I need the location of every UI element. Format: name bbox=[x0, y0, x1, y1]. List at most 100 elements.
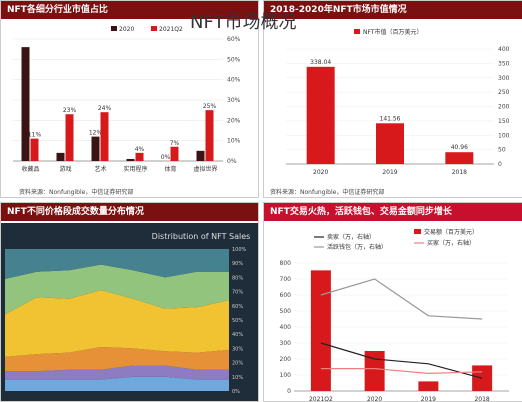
y-tick-label: 100% bbox=[232, 247, 247, 253]
legend-swatch bbox=[151, 26, 157, 31]
area-series bbox=[5, 264, 229, 315]
area-series bbox=[5, 346, 229, 372]
bar bbox=[100, 112, 109, 161]
bar bbox=[472, 365, 493, 391]
legend-swatch bbox=[354, 29, 360, 34]
x-tick-label: 实用程序 bbox=[123, 165, 147, 173]
y-tick-label: 90% bbox=[232, 261, 243, 267]
panel-market-value: 2018-2020年NFT市场市值情况 0 50 100 150 200 250 300 35… bbox=[263, 0, 522, 198]
line-series bbox=[320, 278, 483, 320]
source-note: 资料来源：Nonfungible，中信证券研究部 bbox=[19, 189, 134, 196]
x-tick-label: 艺术 bbox=[94, 165, 106, 173]
data-label: 23% bbox=[63, 107, 77, 114]
panel-price-distribution: NFT不同价格段成交数量分布情况 Distribution of NFT Sal… bbox=[0, 202, 259, 402]
panel-header: NFT各细分行业市值占比 bbox=[1, 1, 258, 19]
y-tick-label: 70% bbox=[232, 290, 243, 296]
y-tick-label: 0 bbox=[287, 388, 291, 395]
y-tick-label: 200 bbox=[498, 104, 510, 111]
bar bbox=[196, 150, 205, 161]
y-tick-label: 20% bbox=[227, 117, 241, 124]
x-tick-label: 收藏品 bbox=[21, 165, 39, 173]
page-title: NFT市场概况 bbox=[190, 12, 297, 33]
data-label: 141.56 bbox=[380, 115, 401, 122]
line-series bbox=[320, 342, 483, 379]
y-tick-label: 50 bbox=[498, 147, 506, 154]
bar bbox=[445, 152, 474, 164]
data-label: 24% bbox=[98, 105, 112, 112]
data-label: 11% bbox=[28, 132, 42, 139]
source-note: 资料来源：Nonfungible，中信证券研究部 bbox=[270, 189, 385, 196]
panel-header: NFT交易火热，活跃钱包、交易金额同步增长 bbox=[264, 203, 522, 221]
y-tick-label: 100 bbox=[280, 372, 292, 379]
legend-label: 交易额（百万美元） bbox=[424, 228, 478, 236]
y-tick-label: 350 bbox=[498, 60, 510, 67]
x-tick-label: 2019 bbox=[421, 396, 436, 401]
y-tick-label: 150 bbox=[498, 118, 510, 125]
chart-title: Distribution of NFT Sales bbox=[152, 232, 251, 241]
y-tick-label: 400 bbox=[280, 324, 292, 331]
area-series bbox=[5, 365, 229, 380]
data-label: 7% bbox=[170, 140, 180, 147]
x-tick-label: 2020 bbox=[313, 169, 328, 176]
bar bbox=[91, 136, 100, 161]
y-tick-label: 300 bbox=[280, 340, 292, 347]
legend-swatch bbox=[111, 26, 117, 31]
y-tick-label: 400 bbox=[498, 46, 510, 53]
y-tick-label: 600 bbox=[280, 292, 292, 299]
y-tick-label: 80% bbox=[232, 275, 243, 281]
y-tick-label: 0 bbox=[498, 161, 502, 168]
x-tick-label: 2020 bbox=[367, 396, 382, 401]
area-series bbox=[5, 290, 229, 357]
y-tick-label: 20% bbox=[232, 361, 243, 367]
y-tick-label: 500 bbox=[280, 308, 292, 315]
y-tick-label: 100 bbox=[498, 132, 510, 139]
legend-label: 2021Q2 bbox=[159, 26, 183, 33]
y-tick-label: 200 bbox=[280, 356, 292, 363]
bar bbox=[135, 152, 144, 161]
bar bbox=[364, 351, 385, 391]
data-label: 4% bbox=[135, 146, 145, 153]
bar bbox=[205, 110, 214, 161]
y-tick-label: 60% bbox=[227, 36, 241, 43]
data-label: 25% bbox=[203, 103, 217, 110]
area-series bbox=[5, 249, 229, 279]
y-tick-label: 250 bbox=[498, 89, 510, 96]
legend-label: 买家（万，右轴） bbox=[427, 239, 475, 247]
bar bbox=[126, 158, 135, 161]
x-tick-label: 2018 bbox=[452, 169, 467, 176]
x-tick-label: 2021Q2 bbox=[309, 396, 333, 401]
panel-segment-share: NFT各细分行业市值占比 0% 10% 20% 30% 40% 50% 60% 11% 收藏品 2… bbox=[0, 0, 259, 198]
y-tick-label: 300 bbox=[498, 75, 510, 82]
y-tick-label: 800 bbox=[280, 260, 292, 267]
legend-label: 2020 bbox=[119, 26, 134, 33]
y-tick-label: 700 bbox=[280, 276, 292, 283]
panel-header: NFT不同价格段成交数量分布情况 bbox=[1, 203, 258, 221]
data-label: 338.04 bbox=[310, 59, 331, 66]
y-tick-label: 10% bbox=[227, 138, 241, 145]
y-tick-label: 10% bbox=[232, 375, 243, 381]
legend-label: 卖家（万，右轴） bbox=[327, 233, 375, 241]
bar bbox=[306, 66, 335, 164]
bar bbox=[30, 138, 39, 161]
market-value-chart: 0 50 100 150 200 250 300 350 400 338.04 2020 141.56… bbox=[286, 28, 510, 176]
y-tick-label: 30% bbox=[227, 97, 241, 104]
legend-swatch bbox=[414, 229, 421, 234]
bar bbox=[310, 270, 331, 391]
y-tick-label: 50% bbox=[227, 56, 241, 63]
y-tick-label: 40% bbox=[227, 77, 241, 84]
panel-transactions: NFT交易火热，活跃钱包、交易金额同步增长 0 100 200 300 400 500 60… bbox=[263, 202, 522, 402]
y-tick-label: 60% bbox=[232, 304, 243, 310]
segment-share-chart: 0% 10% 20% 30% 40% 50% 60% 11% 收藏品 23% 游戏 12% 24% 艺术 4… bbox=[13, 26, 241, 173]
bar bbox=[418, 381, 439, 391]
x-tick-label: 2019 bbox=[382, 169, 397, 176]
data-label: 40.96 bbox=[451, 144, 468, 151]
line-series bbox=[320, 368, 483, 375]
transactions-chart: 0 100 200 300 400 500 600 700 800 2021Q2 2020 2019 2… bbox=[280, 228, 509, 401]
legend-label: 活跃钱包（万，右轴） bbox=[327, 243, 387, 251]
price-distribution-chart: Distribution of NFT Sales 0% 10% 20% 30% 40% 5… bbox=[5, 232, 251, 395]
y-tick-label: 50% bbox=[232, 318, 243, 324]
x-tick-label: 2018 bbox=[474, 396, 489, 401]
data-label: 0% bbox=[161, 154, 171, 161]
legend-label: NFT市值（百万美元） bbox=[363, 28, 423, 36]
bar bbox=[376, 123, 404, 164]
